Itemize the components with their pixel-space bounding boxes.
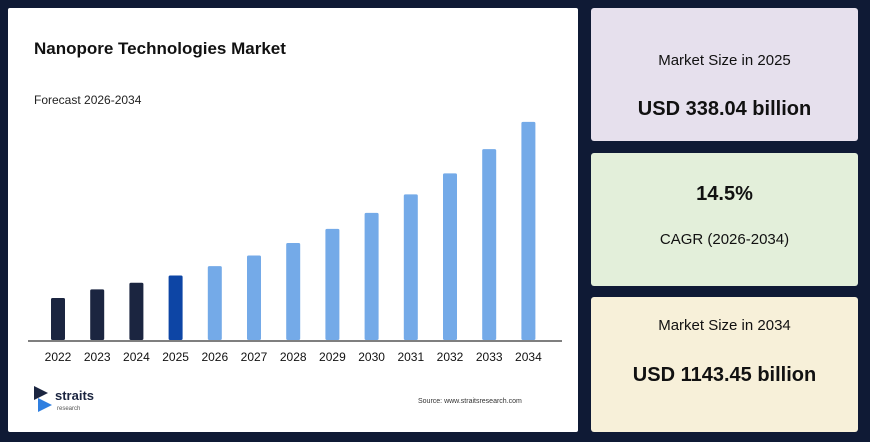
x-tick-label: 2026 <box>201 350 228 364</box>
bar <box>90 289 105 340</box>
bar <box>521 121 536 340</box>
x-tick-label: 2022 <box>45 350 72 364</box>
bar <box>325 228 340 340</box>
chart: Nanopore Technologies Market Forecast 20… <box>28 39 562 412</box>
bar <box>403 194 418 340</box>
bar <box>482 149 497 340</box>
card-value: USD 338.04 billion <box>637 98 812 120</box>
bar <box>207 266 222 340</box>
bar <box>247 255 261 340</box>
x-tick-label: 2032 <box>437 350 464 364</box>
chart-panel: Nanopore Technologies Market Forecast 20… <box>8 8 578 432</box>
card-label: Market Size in 2034 <box>658 317 791 334</box>
bar <box>443 173 457 340</box>
x-tick-label: 2025 <box>162 350 189 364</box>
chart-subtitle: Forecast 2026-2034 <box>34 93 142 107</box>
x-tick-label: 2031 <box>397 350 424 364</box>
logo-icon <box>34 386 52 412</box>
card-label: Market Size in 2025 <box>658 52 791 69</box>
x-tick-label: 2024 <box>123 350 150 364</box>
card-value: 14.5% <box>696 183 753 205</box>
card: Market Size in 2025 USD 338.04 billion <box>591 8 858 141</box>
card-label: CAGR (2026-2034) <box>659 231 790 248</box>
logo-tagline: research <box>57 406 80 412</box>
x-tick-label: 2029 <box>319 350 346 364</box>
source: Source: www.straitsresearch.com <box>418 398 522 405</box>
bar <box>51 298 65 340</box>
x-tick-label: 2028 <box>280 350 307 364</box>
logo-name: straits <box>55 388 94 403</box>
card-value: USD 1143.45 billion <box>632 364 817 386</box>
x-tick-label: 2023 <box>84 350 111 364</box>
bar <box>129 282 144 340</box>
card: 14.5% CAGR (2026-2034) <box>591 153 858 286</box>
x-tick-label: 2033 <box>476 350 503 364</box>
bar <box>286 243 301 340</box>
card: Market Size in 2034 USD 1143.45 billion <box>591 297 858 432</box>
bar <box>364 212 379 340</box>
x-tick-label: 2034 <box>515 350 542 364</box>
bar <box>168 275 183 340</box>
x-tick-label: 2030 <box>358 350 385 364</box>
x-tick-label: 2027 <box>241 350 268 364</box>
chart-title: Nanopore Technologies Market <box>34 39 286 58</box>
